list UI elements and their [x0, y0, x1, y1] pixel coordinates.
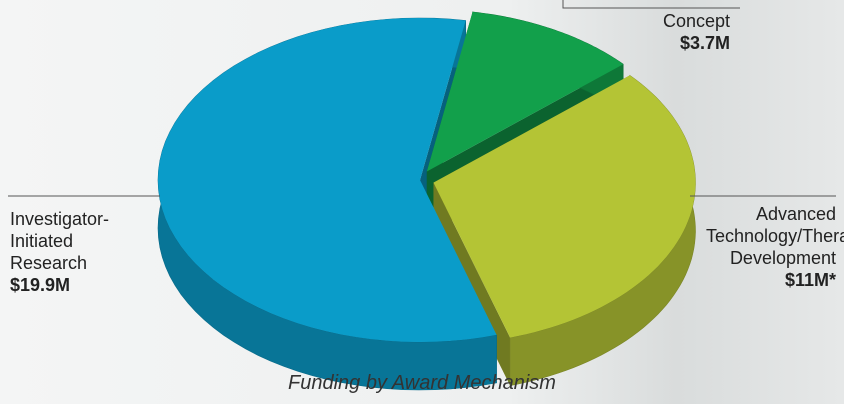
- leader-line: [563, 0, 740, 8]
- value-label: $19.9M: [10, 274, 135, 296]
- value-label: $3.7M: [663, 32, 730, 54]
- category-label: Investigator-Initiated Research: [10, 209, 109, 273]
- slice-label: Investigator-Initiated Research $19.9M: [10, 208, 135, 296]
- slice-label: Concept $3.7M: [663, 10, 730, 54]
- chart-title: Funding by Award Mechanism: [0, 372, 844, 395]
- category-label: Concept: [663, 11, 730, 31]
- slice-label: Advanced Technology/Therapeutic Developm…: [706, 203, 836, 291]
- pie-canvas: [0, 0, 844, 404]
- value-label: $11M*: [706, 269, 836, 291]
- chart: Investigator-Initiated Research $19.9M C…: [0, 0, 844, 404]
- category-label: Advanced Technology/Therapeutic Developm…: [706, 204, 844, 268]
